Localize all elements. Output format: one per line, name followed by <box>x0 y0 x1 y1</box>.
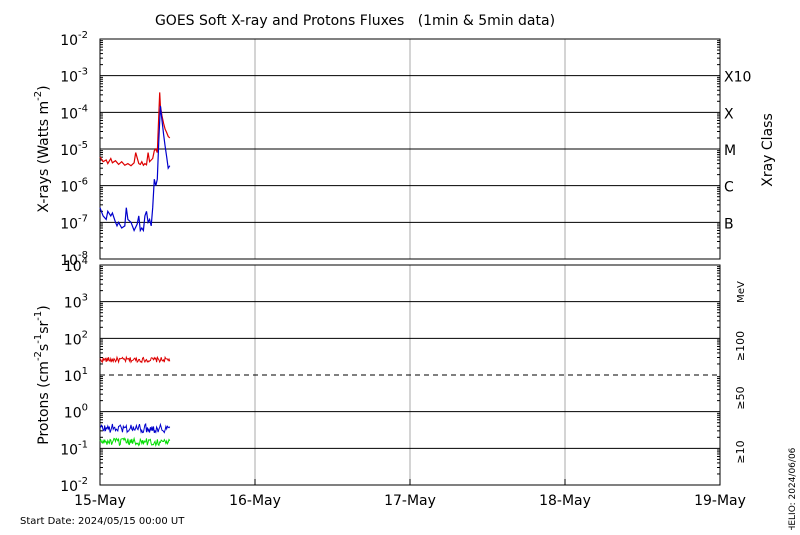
proton-y-axis-label: Protons (cm-2s-1sr-1) <box>33 305 52 444</box>
proton-channel-label: ≥100 <box>734 331 747 361</box>
y-tick-label: 10-1 <box>60 439 88 458</box>
y-tick-label: 104 <box>64 256 88 275</box>
y-tick-label: 10-2 <box>60 476 88 495</box>
x-tick-label: 15-May <box>74 493 126 509</box>
y-tick-label: 10-2 <box>60 30 88 49</box>
x-axis: 15-May 16-May 17-May 18-May 19-May <box>74 479 746 509</box>
y-tick-label: 10-7 <box>60 213 88 232</box>
x-tick-label: 19-May <box>694 493 746 509</box>
proton-channel-label: ≥50 <box>734 386 747 409</box>
xray-class-label: X10 <box>724 70 751 86</box>
helio-date: HELIO: 2024/06/06 <box>788 447 798 530</box>
y-tick-label: 101 <box>64 366 88 385</box>
xray-class-axis-label: Xray Class <box>760 113 776 187</box>
proton-series-blue <box>99 422 171 434</box>
xray-y-axis-label: X-rays (Watts m-2) <box>33 85 52 212</box>
y-tick-label: 10-3 <box>60 67 88 86</box>
y-tick-label: 10-6 <box>60 177 88 196</box>
proton-series-red <box>99 355 171 365</box>
xray-class-label: X <box>724 106 734 122</box>
y-tick-label: 10-5 <box>60 140 88 159</box>
xray-class-label: C <box>724 180 734 196</box>
xray-class-label: M <box>724 143 736 159</box>
proton-channel-label: ≥10 <box>734 440 747 463</box>
y-tick-label: 103 <box>64 293 88 312</box>
xray-class-label: B <box>724 216 734 232</box>
xray-panel: 10-8 10-7 10-6 10-5 10-4 10-3 10-2 X-rays (Watt… <box>33 30 776 269</box>
chart-title: GOES Soft X-ray and Protons Fluxes (1min… <box>155 13 555 29</box>
y-tick-label: 102 <box>64 329 88 348</box>
proton-panel: 10-2 10-1 100 101 102 103 104 Protons (cm-2s-1s… <box>33 256 747 495</box>
y-tick-label: 100 <box>64 403 88 422</box>
x-tick-label: 18-May <box>539 493 591 509</box>
x-tick-label: 16-May <box>229 493 281 509</box>
mev-label: MeV <box>736 281 747 303</box>
y-tick-label: 10-8 <box>60 250 88 269</box>
x-tick-label: 17-May <box>384 493 436 509</box>
xray-series-blue <box>99 105 171 233</box>
y-tick-label: 10-4 <box>60 103 88 122</box>
proton-series-green <box>99 436 171 448</box>
panel-frame <box>99 38 721 260</box>
start-date: Start Date: 2024/05/15 00:00 UT <box>20 516 185 527</box>
